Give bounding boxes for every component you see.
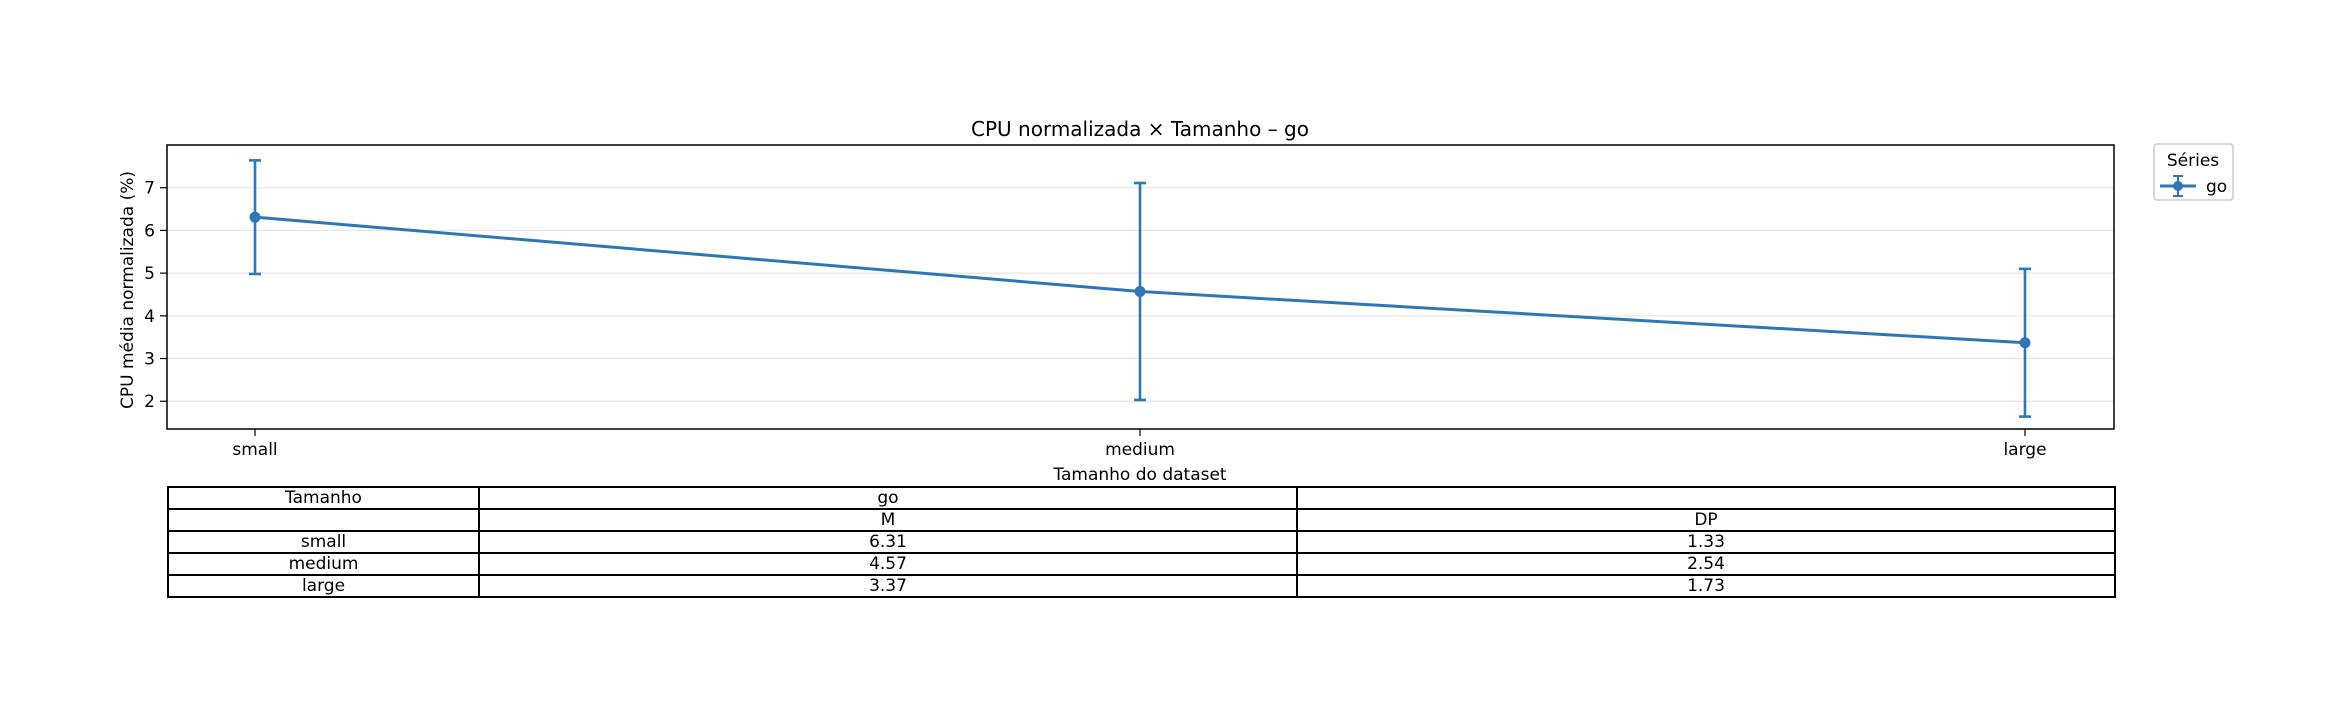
table-cell: go — [478, 486, 1298, 510]
table-cell: Tamanho — [167, 486, 480, 510]
series-layer — [249, 159, 2031, 418]
table-row: large 3.37 1.73 — [167, 574, 2116, 598]
x-tick-label: small — [232, 440, 277, 460]
x-tick-label: large — [2003, 440, 2046, 460]
data-point — [2019, 337, 2031, 349]
table-cell: 6.31 — [478, 530, 1298, 554]
legend-entries: go — [2160, 175, 2227, 197]
table-header-row: Tamanho go — [167, 486, 2116, 510]
y-tick-label: 6 — [144, 221, 155, 241]
data-point — [249, 211, 261, 223]
legend-marker — [2173, 181, 2183, 191]
table-cell: 3.37 — [478, 574, 1298, 598]
y-tick-label: 7 — [144, 179, 155, 199]
table-cell: large — [167, 574, 480, 598]
y-tick-label: 3 — [144, 350, 155, 370]
y-tick-label: 4 — [144, 307, 155, 327]
table-cell — [167, 508, 480, 532]
table-cell — [1296, 486, 2116, 510]
legend-label: go — [2206, 177, 2227, 197]
data-point — [1134, 285, 1146, 297]
x-tick-label: medium — [1105, 440, 1175, 460]
table-cell: 1.33 — [1296, 530, 2116, 554]
table-cell: DP — [1296, 508, 2116, 532]
table-subheader-row: M DP — [167, 508, 2116, 532]
table-row: medium 4.57 2.54 — [167, 552, 2116, 576]
y-tick-label: 2 — [144, 392, 155, 412]
legend-title: Séries — [2167, 151, 2219, 171]
table-cell: small — [167, 530, 480, 554]
legend: Séries go — [2153, 143, 2234, 201]
chart-title: CPU normalizada × Tamanho – go — [971, 117, 1309, 141]
x-axis-label: Tamanho do dataset — [1052, 465, 1227, 485]
table-row: small 6.31 1.33 — [167, 530, 2116, 554]
table-cell: M — [478, 508, 1298, 532]
table-cell: 1.73 — [1296, 574, 2116, 598]
axes: 2 3 4 5 6 7 small medium large — [144, 179, 2046, 460]
table-cell: medium — [167, 552, 480, 576]
table-cell: 2.54 — [1296, 552, 2116, 576]
y-tick-label: 5 — [144, 264, 155, 284]
data-table: Tamanho go M DP small 6.31 1.33 medium 4.57 2.54 l… — [167, 486, 2116, 598]
y-axis-label: CPU média normalizada (%) — [118, 171, 138, 409]
table-cell: 4.57 — [478, 552, 1298, 576]
